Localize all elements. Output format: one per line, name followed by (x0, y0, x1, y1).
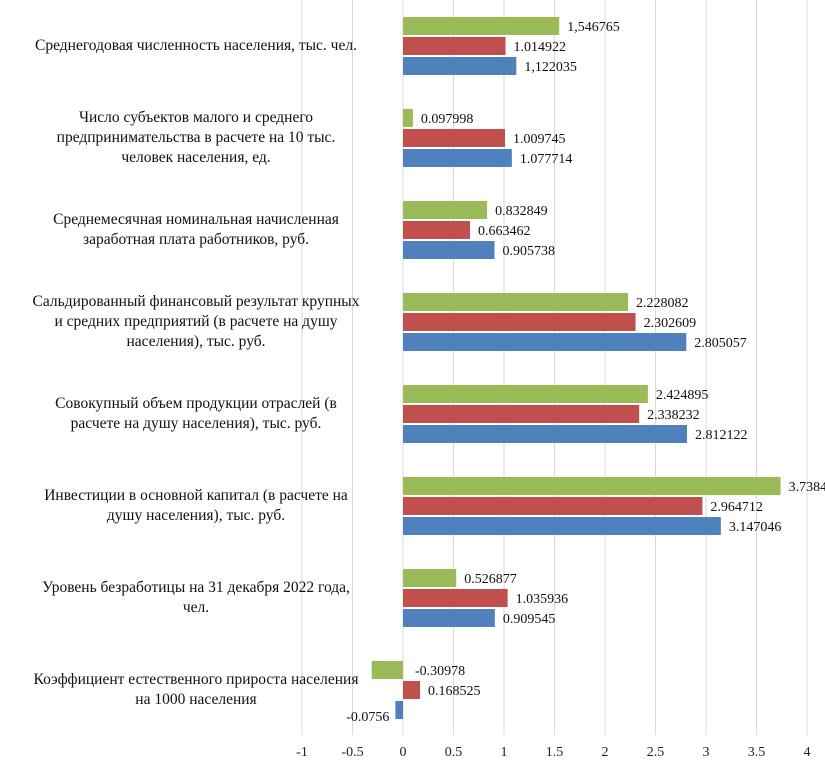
bar (403, 17, 560, 35)
data-label: 2.812122 (695, 428, 748, 443)
category-label: Среднемесячная номинальная начисленная з… (53, 211, 339, 248)
category-label: Число субъектов малого и среднего предпр… (56, 109, 336, 166)
x-tick-label: 2.5 (647, 745, 665, 760)
data-label: 1.035936 (516, 592, 569, 607)
x-tick-label: -1 (296, 745, 308, 760)
category-label: Совокупный объем продукции отраслей (в р… (55, 395, 337, 432)
x-tick-label: 0 (400, 745, 407, 760)
bar (403, 293, 629, 311)
data-label: 2.964712 (710, 500, 763, 515)
data-label: 3.738485 (789, 480, 825, 495)
x-tick-label: 2 (602, 745, 609, 760)
category-label: Сальдированный финансовый результат круп… (32, 293, 360, 350)
bar (403, 221, 471, 239)
data-label: 2.424895 (656, 388, 709, 403)
data-label: 1.077714 (520, 152, 573, 167)
data-label: 0.905738 (502, 244, 555, 259)
bar (403, 241, 495, 259)
x-tick-label: 1.5 (546, 745, 564, 760)
bar (403, 313, 636, 331)
bar (403, 405, 640, 423)
data-label: 2.302609 (644, 316, 697, 331)
bar (403, 609, 495, 627)
bar (403, 497, 703, 515)
data-label: -0.0756 (346, 710, 389, 725)
data-label: 3.147046 (729, 520, 782, 535)
bar (371, 661, 403, 679)
category-label: Коэффициент естественного прироста насел… (33, 671, 359, 708)
bar (403, 589, 508, 607)
x-tick-label: 3.5 (748, 745, 766, 760)
data-label: 2.338232 (647, 408, 700, 423)
bar (403, 129, 505, 147)
data-label: 1,546765 (567, 20, 620, 35)
x-tick-label: 3 (703, 745, 710, 760)
data-label: -0.30978 (415, 664, 465, 679)
data-label: 0.097998 (421, 112, 474, 127)
data-label: 0.168525 (428, 684, 481, 699)
bar (403, 57, 517, 75)
bar (403, 109, 413, 127)
data-label: 1.014922 (514, 40, 567, 55)
x-tick-label: 4 (804, 745, 811, 760)
bar (403, 681, 421, 699)
bar (403, 385, 648, 403)
bar (395, 701, 403, 719)
data-label: 0.832849 (495, 204, 548, 219)
bar (403, 333, 687, 351)
x-tick-label: -0.5 (341, 745, 363, 760)
bar (403, 425, 688, 443)
data-label: 1.009745 (513, 132, 566, 147)
category-label: Уровень безработицы на 31 декабря 2022 г… (42, 579, 350, 616)
data-label: 2.228082 (636, 296, 689, 311)
data-label: 2.805057 (694, 336, 747, 351)
category-label: Инвестиции в основной капитал (в расчете… (44, 487, 348, 524)
bar (403, 569, 457, 587)
bar (403, 477, 781, 495)
data-label: 0.526877 (464, 572, 517, 587)
data-label: 0.663462 (478, 224, 530, 239)
bar (403, 517, 721, 535)
bar (403, 37, 506, 55)
x-tick-label: 0.5 (445, 745, 463, 760)
bar (403, 149, 512, 167)
data-label: 0.909545 (503, 612, 555, 627)
data-label: 1,122035 (524, 60, 577, 75)
bar (403, 201, 488, 219)
x-tick-label: 1 (501, 745, 508, 760)
category-label: Среднегодовая численность населения, тыс… (35, 37, 357, 54)
